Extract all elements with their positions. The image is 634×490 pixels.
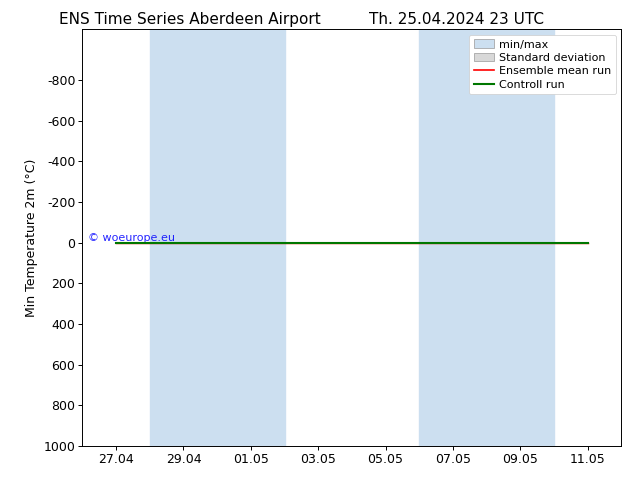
Text: Th. 25.04.2024 23 UTC: Th. 25.04.2024 23 UTC bbox=[369, 12, 544, 27]
Bar bbox=[150, 29, 285, 446]
Text: © woeurope.eu: © woeurope.eu bbox=[87, 233, 175, 243]
Legend: min/max, Standard deviation, Ensemble mean run, Controll run: min/max, Standard deviation, Ensemble me… bbox=[469, 35, 616, 94]
Y-axis label: Min Temperature 2m (°C): Min Temperature 2m (°C) bbox=[25, 158, 38, 317]
Text: ENS Time Series Aberdeen Airport: ENS Time Series Aberdeen Airport bbox=[60, 12, 321, 27]
Bar bbox=[419, 29, 554, 446]
